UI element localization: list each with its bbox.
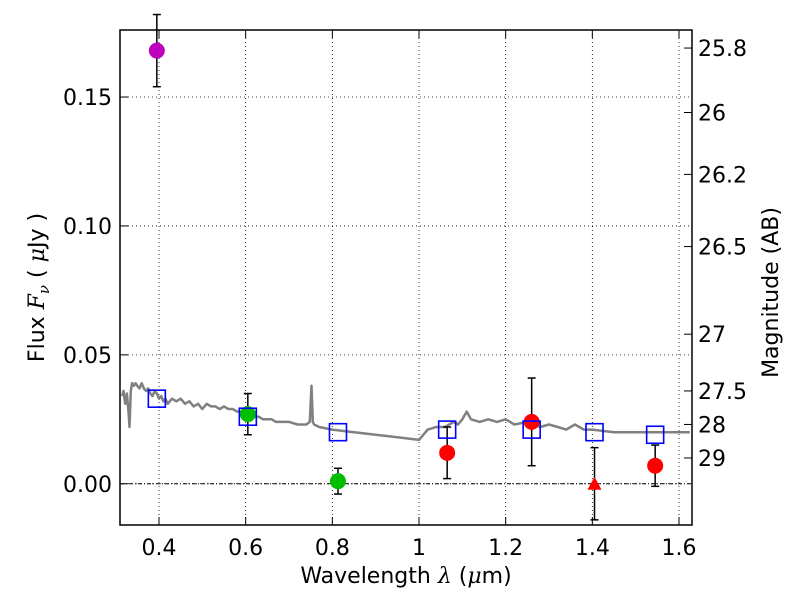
axis-ticks (120, 30, 692, 525)
x-tick-label: 1.2 (488, 536, 523, 561)
tick-labels: 0.4 0.6 0.8 1 1.2 1.4 1.6 0.00 0.05 0.10 0.15 25.8 2… (63, 37, 747, 561)
model-photometry-square (522, 420, 541, 439)
observed-point (439, 426, 456, 480)
y-tick-label: 0.10 (63, 215, 112, 240)
model-photometry-square (328, 422, 348, 442)
y-tick-label: 0.15 (63, 86, 112, 111)
x-tick-label: 0.4 (142, 536, 177, 561)
y-tick-label: 0.05 (63, 344, 112, 369)
y2-tick-label: 26.2 (698, 163, 747, 188)
observed-point (148, 13, 165, 88)
x-axis-title: Wavelength λ (μm) (300, 564, 511, 589)
y2-tick-label: 27.5 (698, 380, 747, 405)
y2-tick-label: 25.8 (698, 37, 747, 62)
model-photometry-square (645, 425, 665, 445)
model-photometry-square (238, 407, 258, 427)
flux-marker (329, 473, 346, 490)
series-layer (120, 13, 690, 521)
observed-point (329, 467, 346, 495)
model-photometry-square (585, 422, 604, 442)
y2-tick-label: 26.5 (698, 236, 747, 261)
flux-marker (439, 444, 456, 461)
flux-marker (239, 406, 256, 423)
x-tick-label: 0.8 (315, 536, 350, 561)
observed-point (239, 392, 256, 436)
x-tick-label: 1 (412, 536, 426, 561)
model-photometry-square (437, 420, 457, 439)
x-tick-label: 0.6 (228, 536, 263, 561)
x-tick-label: 1.6 (662, 536, 697, 561)
y2-tick-label: 28 (698, 413, 726, 438)
y2-tick-label: 26 (698, 102, 726, 127)
upper-limit-marker (587, 476, 602, 490)
flux-marker (148, 42, 165, 59)
y-tick-label: 0.00 (63, 473, 112, 498)
plot-frame (119, 29, 693, 526)
observed-point (647, 444, 664, 488)
x-tick-label: 1.4 (575, 536, 610, 561)
flux-marker (647, 457, 664, 474)
y2-tick-label: 27 (698, 323, 726, 348)
model-photometry-square (147, 389, 167, 408)
y-axis-title: Flux Fν ( μJy ) (25, 213, 53, 362)
y2-tick-label: 29 (698, 447, 726, 472)
y2-axis-title: Magnitude (AB) (759, 207, 784, 378)
